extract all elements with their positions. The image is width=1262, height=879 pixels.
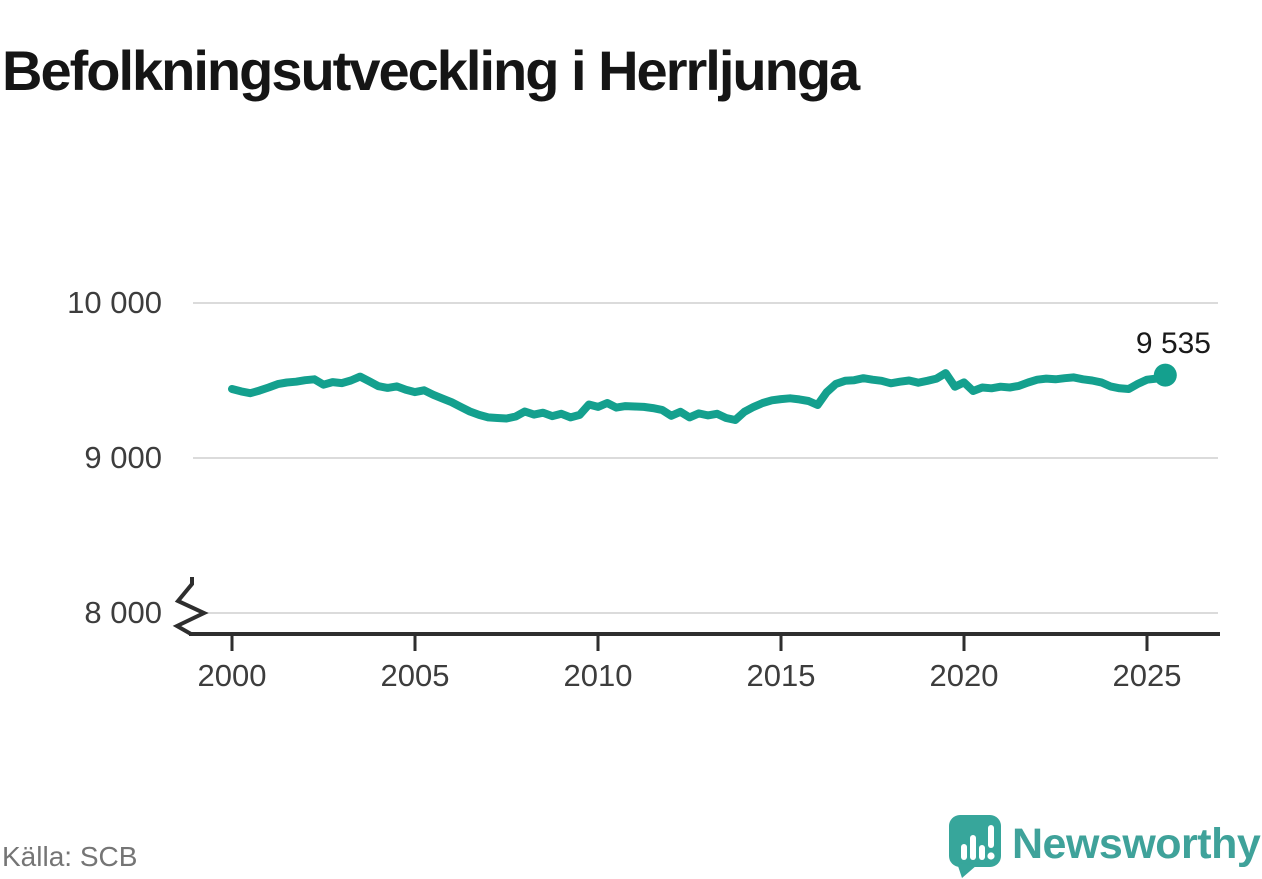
end-value-label: 9 535 xyxy=(1135,327,1211,360)
series-line xyxy=(228,369,1170,424)
source-note: Källa: SCB xyxy=(2,841,138,872)
y-axis-tick-label: 8 000 xyxy=(84,595,162,630)
x-axis-tick-label: 2020 xyxy=(929,658,999,693)
y-axis-tick-label: 9 000 xyxy=(84,440,162,475)
newsworthy-logo: Newsworthy xyxy=(946,808,1261,878)
x-axis-tick-label: 2015 xyxy=(746,658,816,693)
newsworthy-logo-text: Newsworthy xyxy=(1012,820,1261,868)
x-axis-tick-label: 2025 xyxy=(1112,658,1182,693)
y-axis-tick-label: 10 000 xyxy=(67,285,162,320)
end-point-dot xyxy=(1153,363,1177,387)
axis-break-icon xyxy=(172,577,209,636)
chart-title: Befolkningsutveckling i Herrljunga xyxy=(2,38,860,102)
x-axis-tick-label: 2005 xyxy=(380,658,450,693)
newsworthy-logo-icon xyxy=(949,815,1001,878)
x-axis-tick-label: 2010 xyxy=(563,658,633,693)
x-axis-tick-label: 2000 xyxy=(197,658,267,693)
